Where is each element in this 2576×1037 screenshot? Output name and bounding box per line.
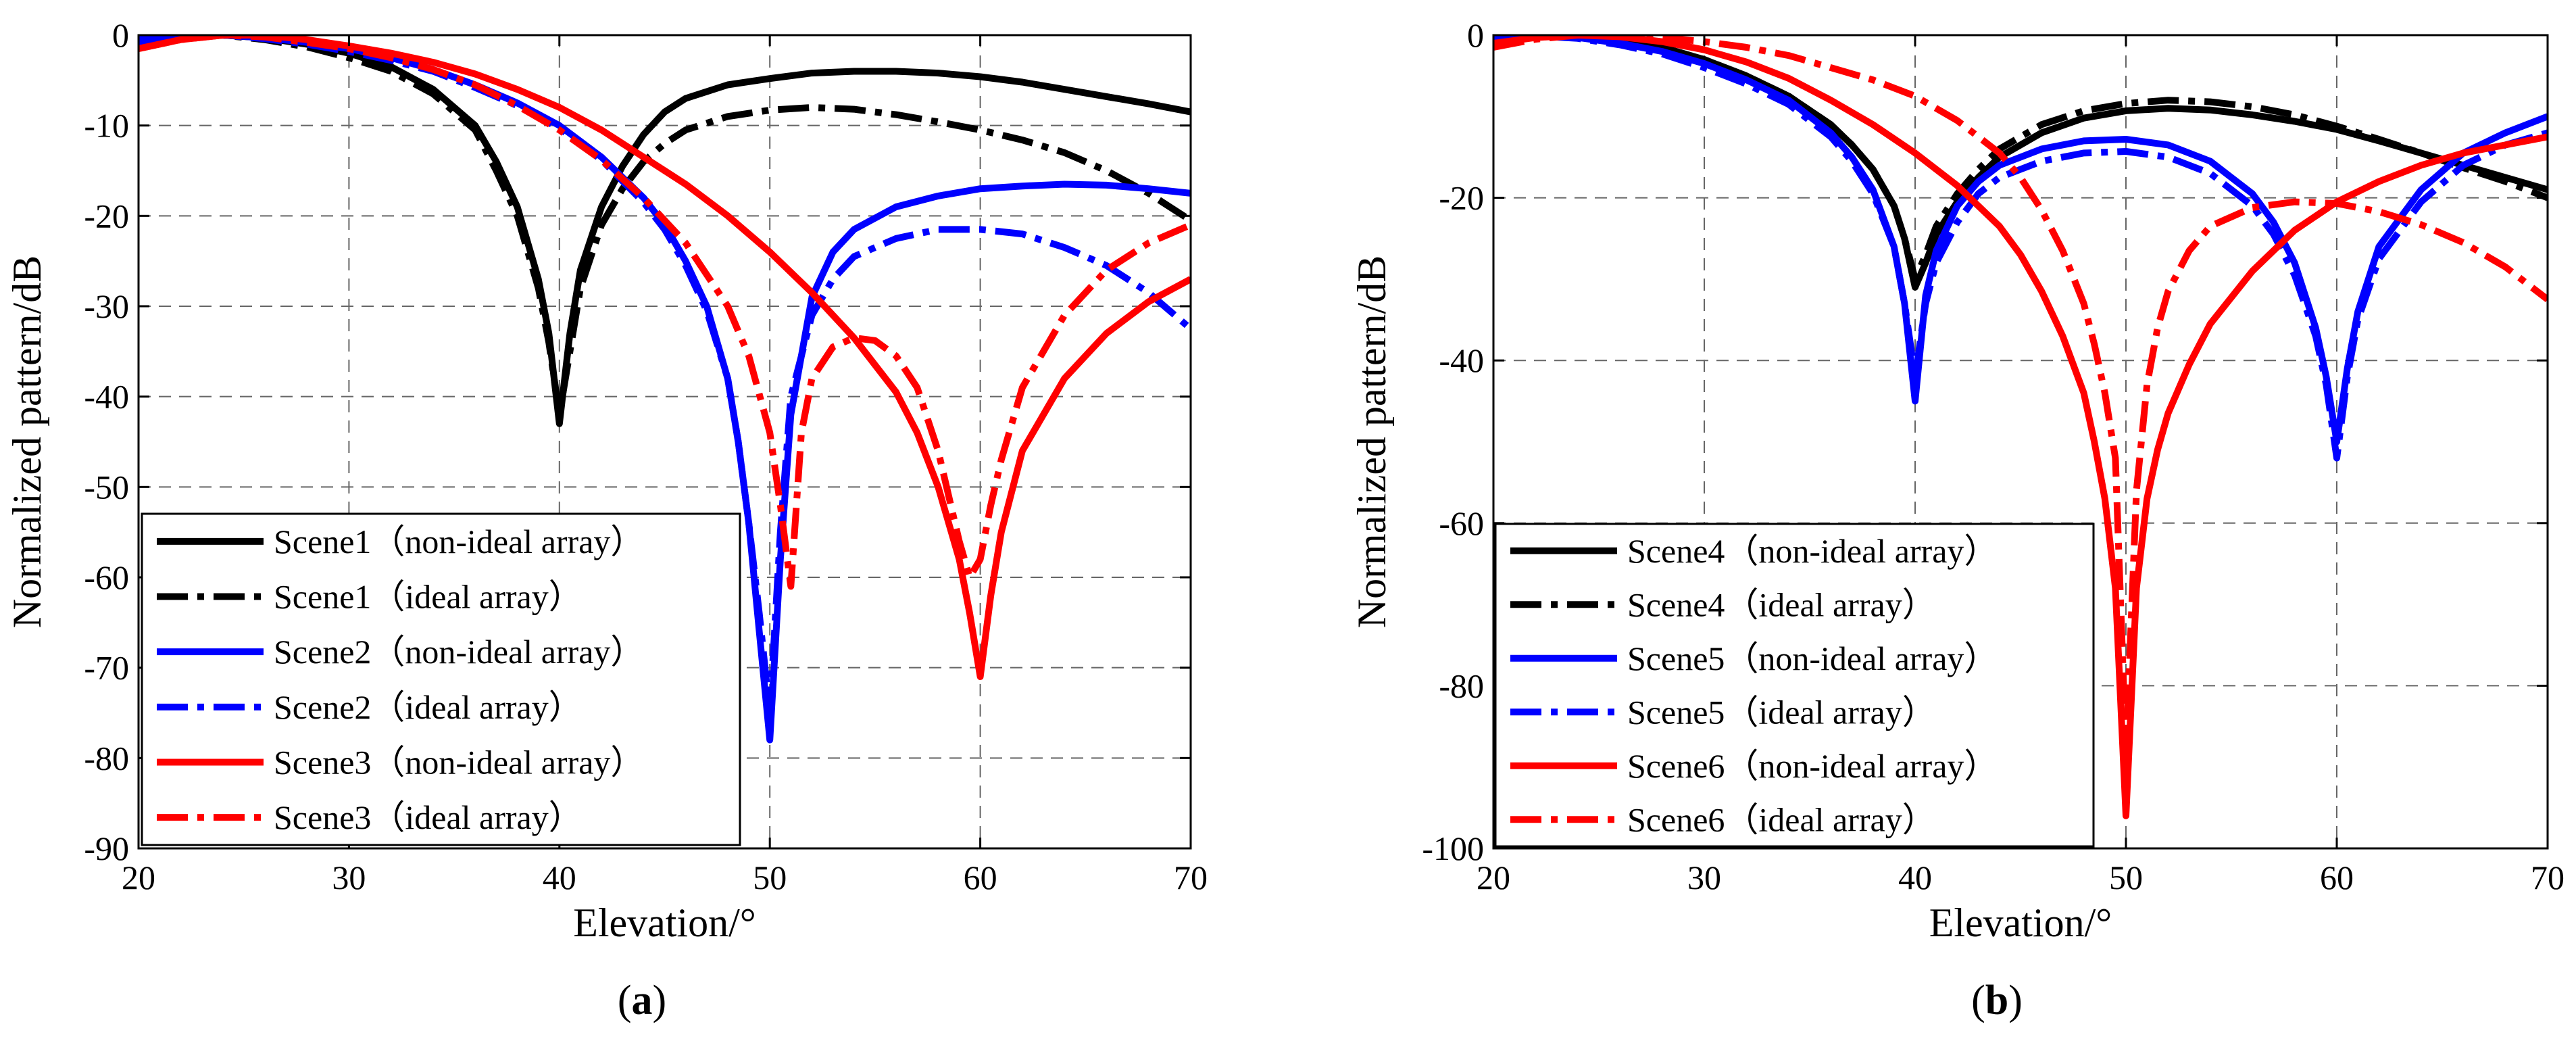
y-tick-label: -100 <box>1422 829 1484 867</box>
legend-entry: Scene1（ideal array） <box>274 578 583 616</box>
x-tick-label: 20 <box>122 859 155 896</box>
x-tick-label: 60 <box>964 859 997 896</box>
series-line <box>139 35 1191 590</box>
x-tick-label: 40 <box>543 859 576 896</box>
series-line <box>1493 35 2548 462</box>
y-tick-label: -40 <box>1439 341 1484 379</box>
y-axis-label: Normalized pattern/dB <box>5 256 49 628</box>
x-axis-label: Elevation/° <box>573 900 756 945</box>
y-tick-label: 0 <box>1467 16 1484 54</box>
x-tick-label: 40 <box>1898 859 1932 896</box>
legend-entry: Scene5（ideal array） <box>1627 693 1936 731</box>
y-tick-label: -60 <box>84 558 129 596</box>
y-tick-label: 0 <box>112 16 129 54</box>
series-line <box>1493 35 2548 754</box>
y-axis-label: Normalized pattern/dB <box>1349 256 1394 628</box>
y-tick-label: -20 <box>1439 179 1484 217</box>
legend-entry: Scene4（non-ideal array） <box>1627 532 1998 570</box>
y-tick-label: -20 <box>84 197 129 235</box>
y-tick-label: -60 <box>1439 504 1484 542</box>
chart-panel-a: 20 30 40 50 60 70 0 -10 -20 -30 -40 -50 -60 -70 -80 -90… <box>5 16 1208 945</box>
panel-label-a: (a) <box>618 978 666 1023</box>
x-tick-label: 50 <box>2109 859 2143 896</box>
legend: Scene4（non-ideal array） Scene4（ideal arra… <box>1494 523 2095 848</box>
plot-frame <box>137 34 1192 850</box>
legend: Scene1（non-ideal array） Scene1（ideal arra… <box>141 512 741 846</box>
legend-box <box>1494 523 2095 848</box>
legend-entry: Scene2（ideal array） <box>274 688 583 726</box>
legend-entry: Scene1（non-ideal array） <box>274 523 644 560</box>
series-line <box>1493 35 2548 283</box>
series-line <box>139 35 1191 418</box>
y-tick-label: -30 <box>84 287 129 325</box>
legend-entry: Scene4（ideal array） <box>1627 585 1936 623</box>
y-tick-label: -40 <box>84 378 129 416</box>
y-tick-label: -80 <box>1439 667 1484 704</box>
panel-label-b: (b) <box>1971 978 2023 1023</box>
x-tick-label: 70 <box>2531 859 2565 896</box>
x-tick-label: 70 <box>1174 859 1208 896</box>
x-tick-label: 30 <box>332 859 366 896</box>
legend-entry: Scene6（ideal array） <box>1627 800 1936 838</box>
x-tick-label: 30 <box>1687 859 1721 896</box>
y-tick-label: -50 <box>84 468 129 506</box>
legend-entry: Scene6（non-ideal array） <box>1627 747 1998 785</box>
y-tick-label: -10 <box>84 107 129 145</box>
legend-entry: Scene2（non-ideal array） <box>274 633 644 671</box>
y-tick-label: -80 <box>84 739 129 777</box>
legend-entry: Scene3（ideal array） <box>274 798 583 836</box>
legend-box <box>141 512 741 846</box>
y-tick-label: -90 <box>84 829 129 867</box>
plot-frame <box>1492 34 2549 850</box>
x-tick-label: 20 <box>1477 859 1510 896</box>
x-axis-label: Elevation/° <box>1929 900 2112 945</box>
x-tick-label: 60 <box>2320 859 2354 896</box>
legend-entry: Scene3（non-ideal array） <box>274 744 644 781</box>
y-tick-label: -70 <box>84 649 129 687</box>
chart-panel-b: 20 30 40 50 60 70 0 -20 -40 -60 -80 -100 Elevation/°… <box>1349 16 2565 945</box>
series-line <box>1493 35 2548 819</box>
x-tick-label: 50 <box>753 859 787 896</box>
series-line <box>1493 35 2548 291</box>
legend-entry: Scene5（non-ideal array） <box>1627 640 1998 677</box>
series-line <box>1493 35 2548 445</box>
